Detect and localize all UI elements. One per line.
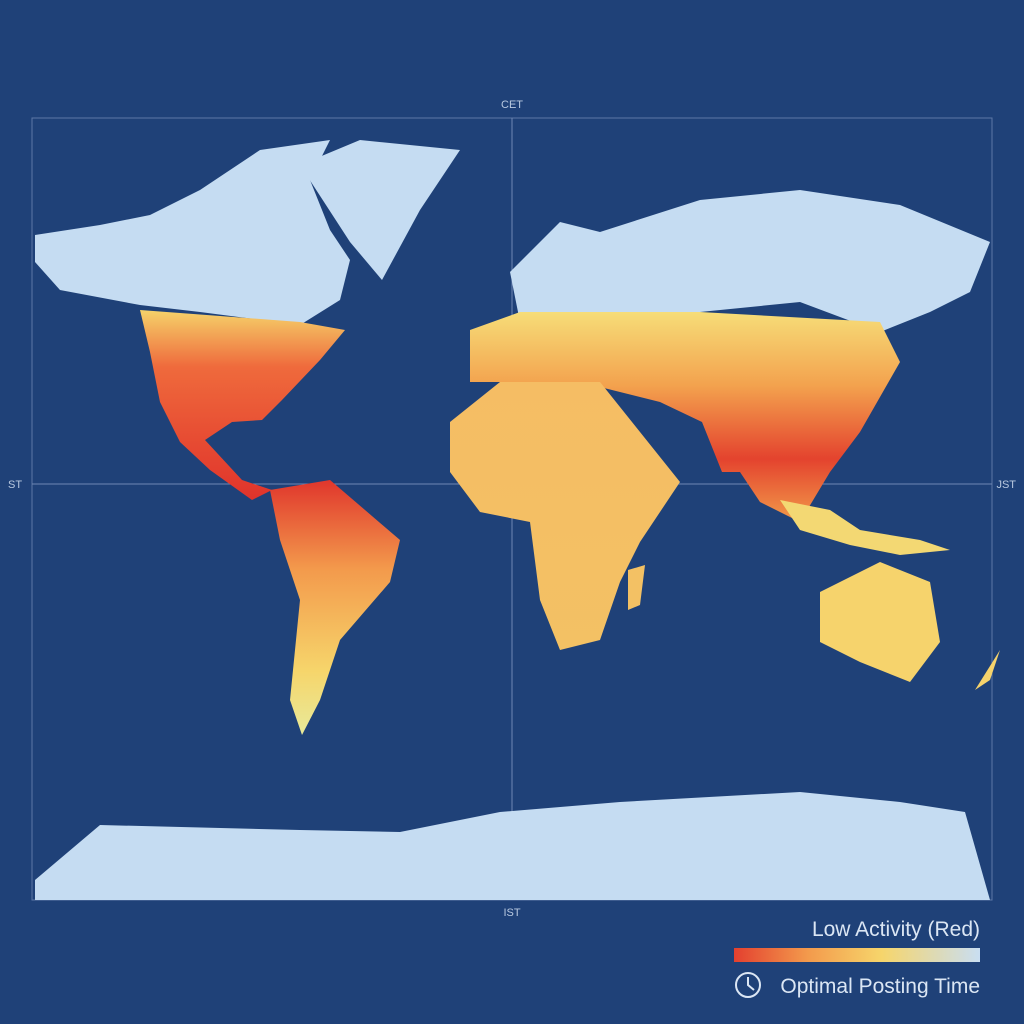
clock-icon <box>735 972 761 998</box>
legend-gradient <box>734 948 980 962</box>
timezone-label: CET <box>501 99 523 111</box>
legend-caption: Optimal Posting Time <box>780 975 980 998</box>
timezone-label: ST <box>8 479 22 491</box>
legend: Low Activity (Red) Optimal Posting Time <box>734 918 980 998</box>
landmasses <box>35 140 1000 900</box>
timezone-label: JST <box>996 479 1016 491</box>
legend-title: Low Activity (Red) <box>812 918 980 941</box>
timezone-label: IST <box>503 907 520 919</box>
